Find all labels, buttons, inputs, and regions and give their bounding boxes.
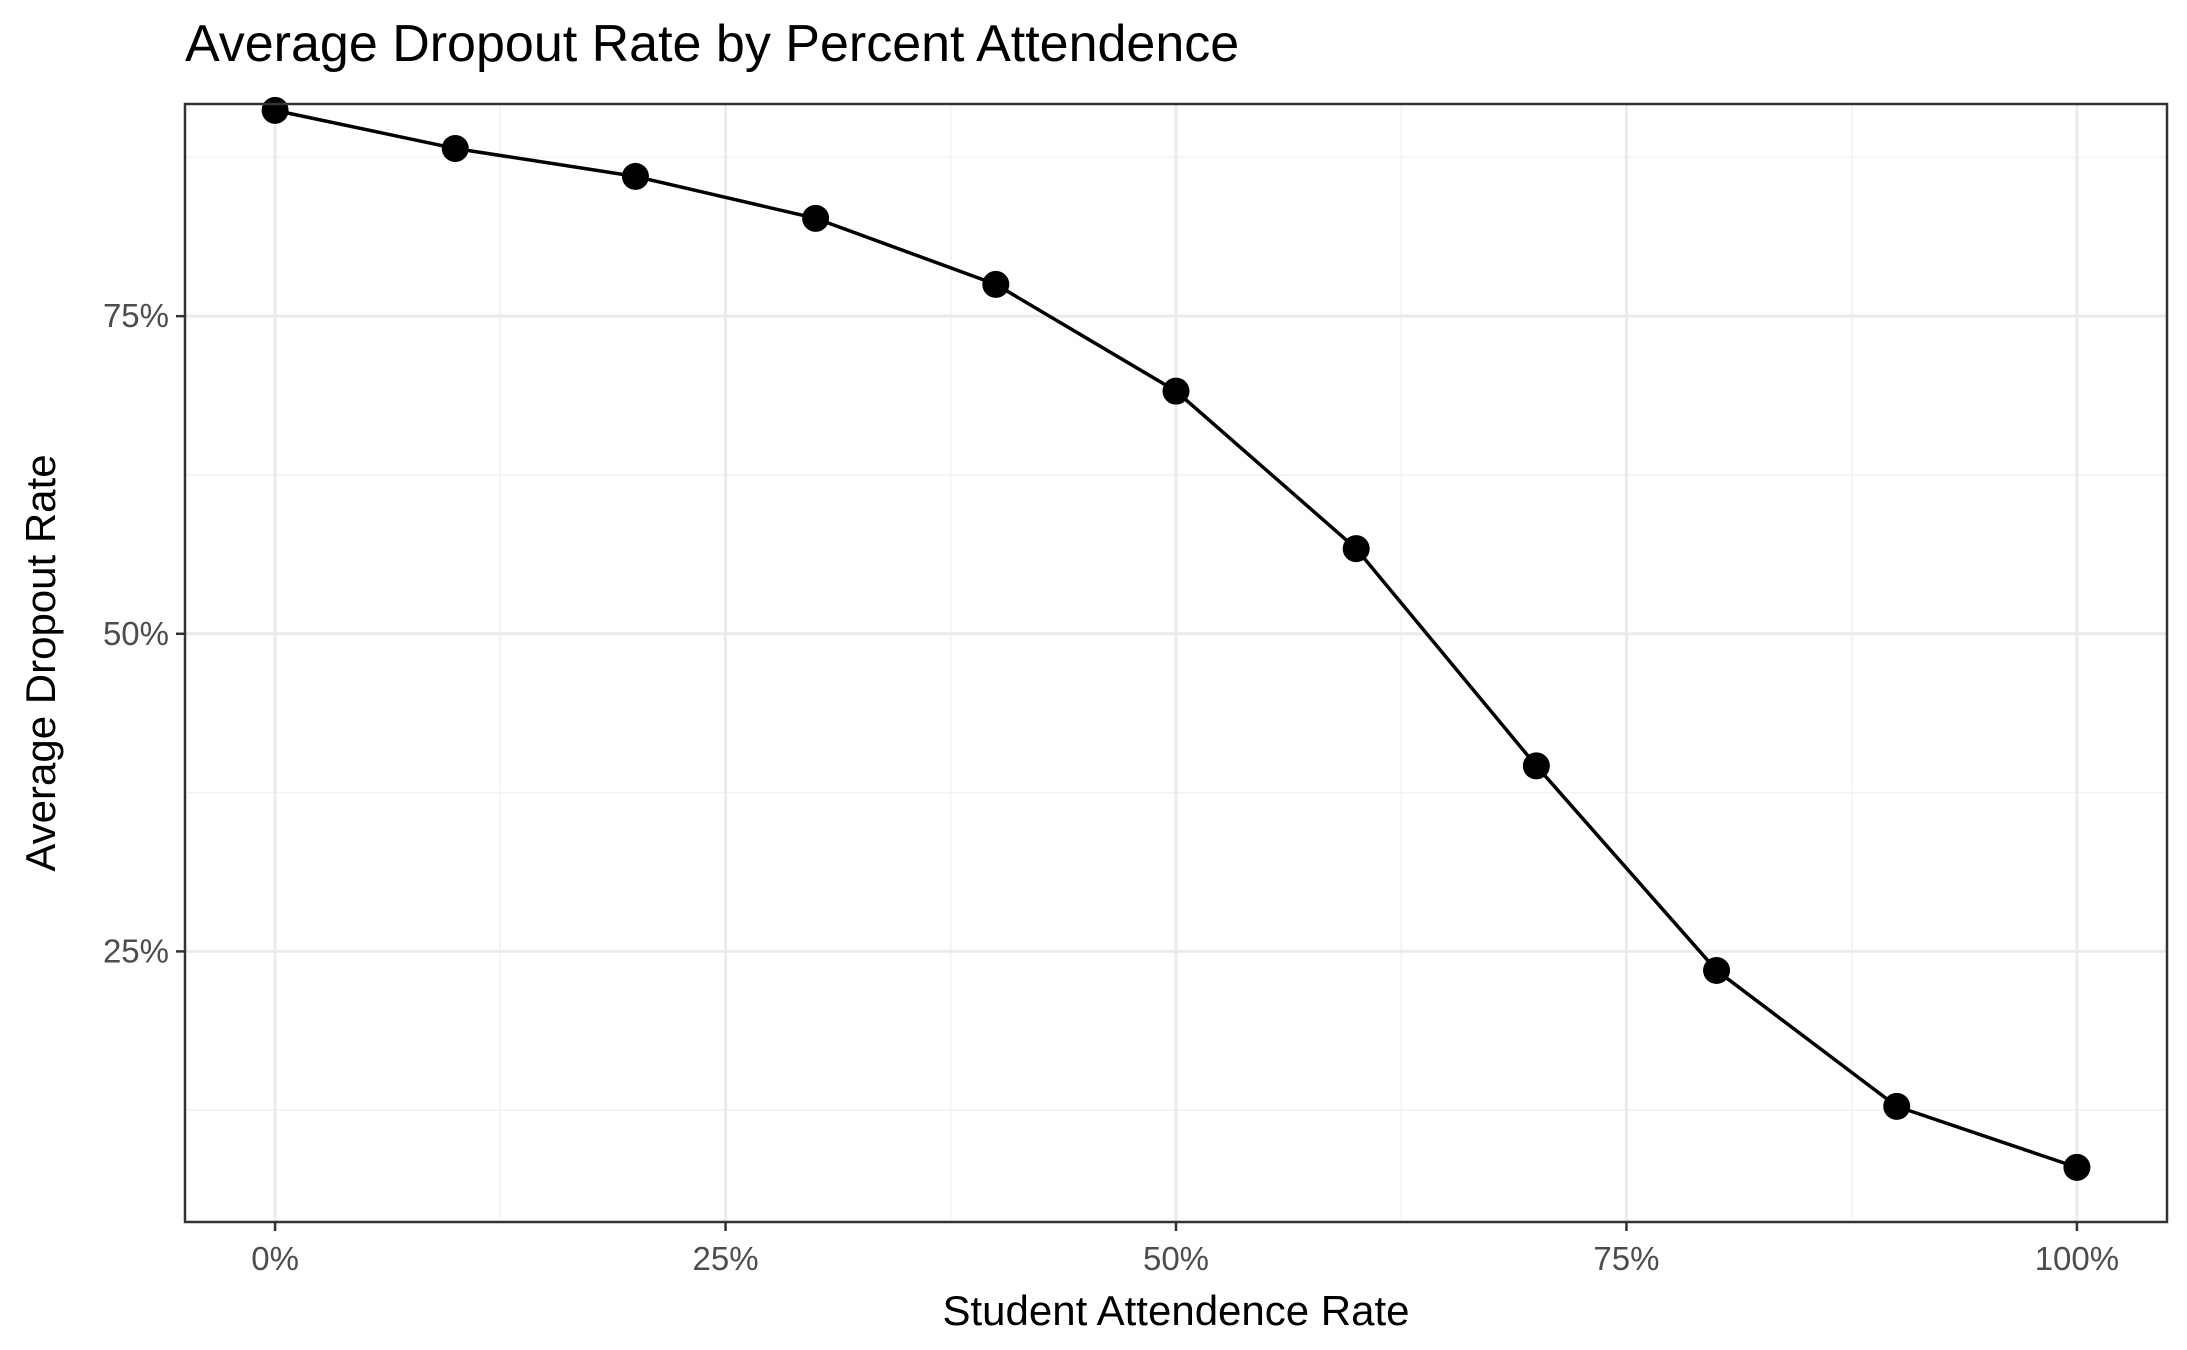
x-tick-label: 25%: [693, 1240, 759, 1277]
data-point: [1883, 1092, 1911, 1120]
y-axis-title: Average Dropout Rate: [17, 454, 64, 871]
axis-ticks: [176, 314, 2079, 1231]
data-point: [802, 204, 830, 232]
data-point: [441, 134, 469, 162]
x-tick-label: 0%: [251, 1240, 299, 1277]
major-gridlines: [185, 104, 2167, 1222]
x-tick-label: 75%: [1593, 1240, 1659, 1277]
data-point: [2063, 1153, 2091, 1181]
chart-title: Average Dropout Rate by Percent Attenden…: [185, 15, 1240, 73]
y-tick-label: 25%: [103, 932, 169, 969]
data-point: [1342, 535, 1370, 563]
series-layer: [261, 96, 2091, 1181]
x-tick-label: 50%: [1143, 1240, 1209, 1277]
tick-labels: 0% 25% 50% 75% 100% 25% 50% 75%: [103, 297, 2119, 1277]
y-tick-label: 50%: [103, 615, 169, 652]
data-point: [621, 162, 649, 190]
x-tick-label: 100%: [2035, 1240, 2119, 1277]
y-tick-label: 75%: [103, 297, 169, 334]
data-point: [1522, 752, 1550, 780]
data-point: [261, 96, 289, 124]
data-point: [982, 270, 1010, 298]
x-axis-title: Student Attendence Rate: [942, 1287, 1409, 1334]
data-point: [1162, 377, 1190, 405]
data-point: [1703, 956, 1731, 984]
